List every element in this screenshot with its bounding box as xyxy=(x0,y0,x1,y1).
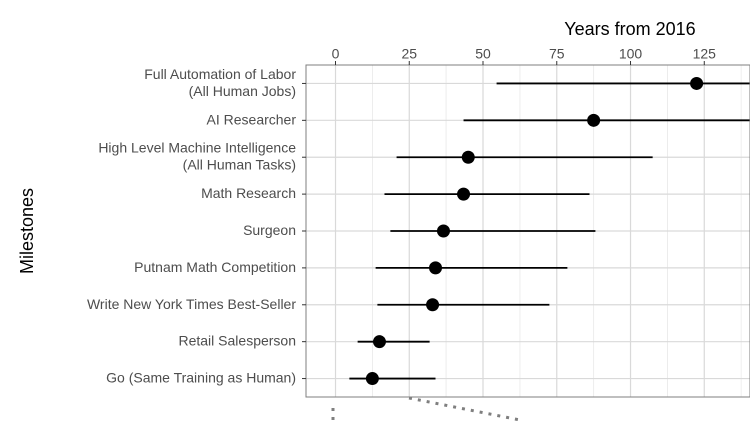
y-tick-label-line: Full Automation of Labor xyxy=(144,66,296,82)
y-tick-label: Surgeon xyxy=(243,222,296,238)
y-axis-title: Milestones xyxy=(17,188,37,274)
y-tick-label-line: (All Human Tasks) xyxy=(183,156,296,172)
y-tick-label: Retail Salesperson xyxy=(178,332,296,348)
y-tick-label: High Level Machine Intelligence (All Huma… xyxy=(98,139,296,172)
y-tick-label-line: Retail Salesperson xyxy=(178,332,296,348)
y-tick-label-line: Go (Same Training as Human) xyxy=(106,369,296,385)
point xyxy=(457,187,471,201)
point xyxy=(587,113,601,127)
marks xyxy=(349,76,750,386)
y-tick-label-line: AI Researcher xyxy=(207,111,297,127)
point xyxy=(429,261,443,275)
y-tick-label: Putnam Math Competition xyxy=(134,259,296,275)
y-tick-label: Full Automation of Labor (All Human Jobs) xyxy=(144,66,296,99)
point xyxy=(365,372,379,386)
x-tick-label: 125 xyxy=(693,46,717,62)
y-tick-label: AI Researcher xyxy=(207,111,297,127)
point xyxy=(436,224,450,238)
x-tick-label: 0 xyxy=(332,46,340,62)
callout-lines xyxy=(331,396,521,421)
point xyxy=(372,335,386,349)
x-tick-label: 75 xyxy=(549,46,565,62)
point xyxy=(426,298,440,312)
point xyxy=(461,150,475,164)
y-tick-label-line: Putnam Math Competition xyxy=(134,259,296,275)
point xyxy=(690,76,704,90)
y-tick-label: Math Research xyxy=(201,185,296,201)
y-tick-label-line: Surgeon xyxy=(243,222,296,238)
y-tick-label-line: High Level Machine Intelligence xyxy=(98,139,296,155)
x-tick-label: 25 xyxy=(401,46,417,62)
y-tick-label-line: Math Research xyxy=(201,185,296,201)
y-tick-label-line: Write New York Times Best-Seller xyxy=(87,295,296,311)
axis-title: Years from 2016 xyxy=(564,19,695,39)
y-tick-label-line: (All Human Jobs) xyxy=(189,83,296,99)
y-tick-label: Go (Same Training as Human) xyxy=(106,369,296,385)
x-tick-label: 100 xyxy=(619,46,643,62)
y-tick-label: Write New York Times Best-Seller xyxy=(87,295,296,311)
x-tick-label: 50 xyxy=(475,46,491,62)
